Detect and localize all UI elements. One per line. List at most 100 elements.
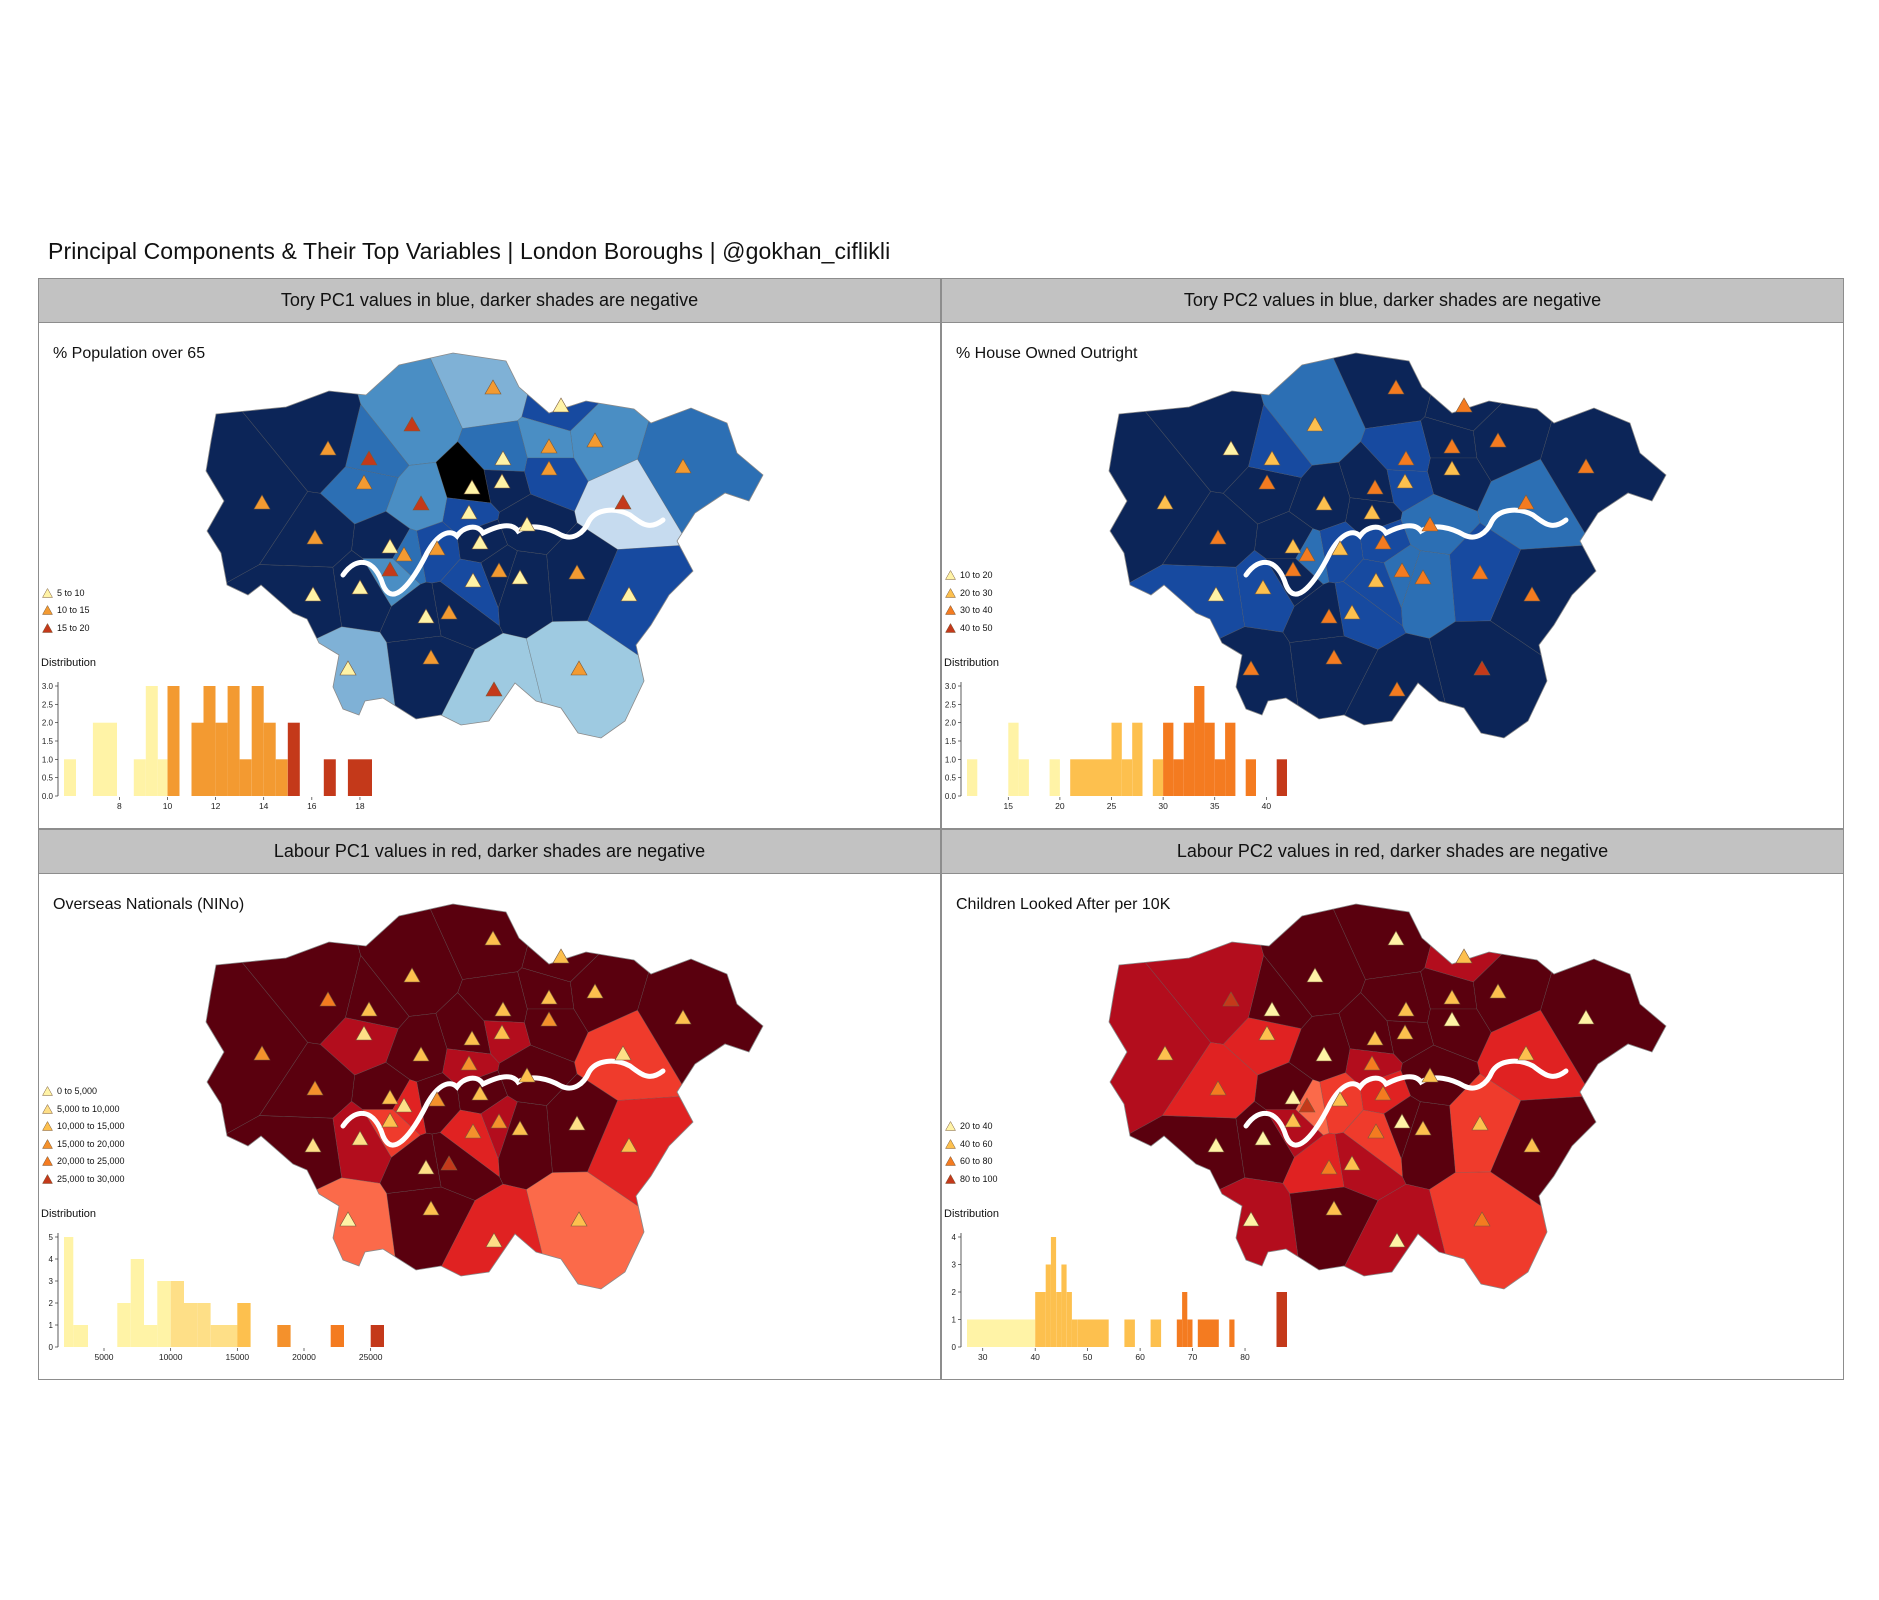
borough-28	[439, 558, 500, 627]
legend-swatch-icon	[42, 1173, 53, 1184]
borough-marker	[620, 586, 638, 602]
borough-marker	[1298, 1097, 1316, 1113]
legend-item: 10 to 15	[42, 602, 90, 620]
borough-marker	[511, 1120, 529, 1136]
borough-marker	[540, 438, 558, 454]
histogram-bar	[1071, 1319, 1078, 1347]
borough-marker	[586, 983, 604, 999]
x-tick-label: 14	[259, 801, 269, 811]
borough-marker	[1209, 1080, 1227, 1096]
histogram-bar	[1049, 759, 1060, 796]
histogram-bar	[133, 759, 146, 796]
histogram-bar	[1225, 722, 1236, 796]
borough-marker	[355, 1025, 373, 1041]
variable-label: Children Looked After per 10K	[956, 896, 1171, 913]
histogram-bar	[967, 1319, 1036, 1347]
legend-swatch	[42, 1121, 53, 1131]
legend-swatch-icon	[42, 1156, 53, 1166]
borough-marker	[463, 479, 481, 495]
borough-marker	[494, 450, 512, 466]
borough-marker	[552, 397, 570, 413]
borough-marker	[463, 1030, 481, 1046]
y-tick-label: 0	[49, 1343, 54, 1352]
x-tick-label: 60	[1135, 1352, 1145, 1362]
legend-swatch	[945, 1173, 956, 1184]
london-outline	[1108, 903, 1667, 1290]
borough-28	[1342, 1109, 1403, 1178]
x-tick-label: 10000	[159, 1352, 183, 1362]
borough-marker	[339, 1211, 357, 1227]
borough-marker	[1421, 516, 1439, 532]
legend-swatch	[945, 622, 956, 633]
borough-marker	[440, 1155, 458, 1171]
legend-swatch	[42, 605, 53, 615]
legend-item: 40 to 50	[945, 619, 993, 637]
borough-marker	[1367, 572, 1385, 588]
borough-marker	[1242, 660, 1260, 676]
legend-swatch-icon	[42, 605, 53, 615]
x-tick-label: 18	[355, 801, 365, 811]
histogram-bar	[227, 686, 240, 796]
histogram-bar	[1276, 759, 1287, 796]
borough-marker	[253, 494, 271, 510]
histogram-bar	[1197, 1319, 1219, 1347]
borough-marker	[360, 450, 378, 466]
legend-swatch-icon	[945, 1138, 956, 1149]
legend-swatch	[945, 587, 956, 598]
borough-marker	[1315, 495, 1333, 511]
legend-item: 20 to 30	[945, 584, 993, 602]
legend-item: 25,000 to 30,000	[42, 1170, 125, 1188]
borough-marker	[540, 989, 558, 1005]
borough-marker	[403, 416, 421, 432]
legend-swatch-icon	[42, 1121, 53, 1131]
histogram-bar	[1152, 759, 1164, 796]
x-tick-label: 25000	[359, 1352, 383, 1362]
y-tick-label: 1.0	[945, 755, 957, 764]
y-tick-label: 2	[49, 1299, 54, 1308]
london-outline	[205, 903, 764, 1290]
panel-tory-pc1: Tory PC1 values in blue, darker shades a…	[38, 278, 941, 829]
borough-marker	[395, 1097, 413, 1113]
legend-item: 60 to 80	[945, 1153, 998, 1171]
legend-swatch	[945, 1138, 956, 1149]
histogram-bar	[347, 759, 372, 796]
borough-marker	[355, 474, 373, 490]
legend-swatch-icon	[945, 1173, 956, 1184]
distribution-histogram: 0.0 0.5 1.0 1.5 2.0 2.5 3.0 8 10 12 14 16 18	[42, 682, 372, 811]
borough-marker	[1523, 1137, 1541, 1153]
borough-marker	[1396, 473, 1414, 489]
legend-swatch	[42, 1103, 53, 1114]
histogram-bar	[64, 1237, 74, 1347]
borough-marker	[1306, 416, 1324, 432]
histogram-bar	[167, 686, 180, 796]
x-tick-label: 20	[1055, 801, 1065, 811]
borough-35	[546, 1073, 618, 1173]
histogram-bar	[1229, 1319, 1235, 1347]
borough-marker	[422, 1200, 440, 1216]
thames-river	[340, 1058, 666, 1148]
borough-marker	[1254, 579, 1272, 595]
borough-marker	[1156, 1045, 1174, 1061]
x-tick-label: 12	[211, 801, 221, 811]
symbol-legend: 5 to 10 10 to 15 15 to 20	[42, 584, 90, 637]
borough-28	[1342, 558, 1403, 627]
borough-marker	[440, 604, 458, 620]
x-tick-label: 25	[1107, 801, 1117, 811]
histogram-bar	[203, 686, 216, 796]
histogram-bar	[1245, 759, 1256, 796]
y-tick-label: 2.0	[42, 719, 54, 728]
distribution-histogram: 0 1 2 3 4 30 40 50 60 70 80	[952, 1233, 1287, 1362]
borough-marker	[460, 1055, 478, 1071]
borough-marker	[1473, 660, 1491, 676]
borough-marker	[1421, 1067, 1439, 1083]
borough-marker	[403, 967, 421, 983]
histogram-bar	[1061, 1264, 1067, 1347]
legend-label: 25,000 to 30,000	[57, 1173, 125, 1184]
histogram-bar	[170, 1281, 184, 1347]
borough-marker	[1393, 562, 1411, 578]
legend-label: 30 to 40	[960, 605, 993, 616]
borough-marker	[493, 1024, 511, 1040]
legend-label: 5 to 10	[57, 587, 85, 598]
borough-marker	[360, 1001, 378, 1017]
legend-swatch-icon	[945, 570, 956, 580]
